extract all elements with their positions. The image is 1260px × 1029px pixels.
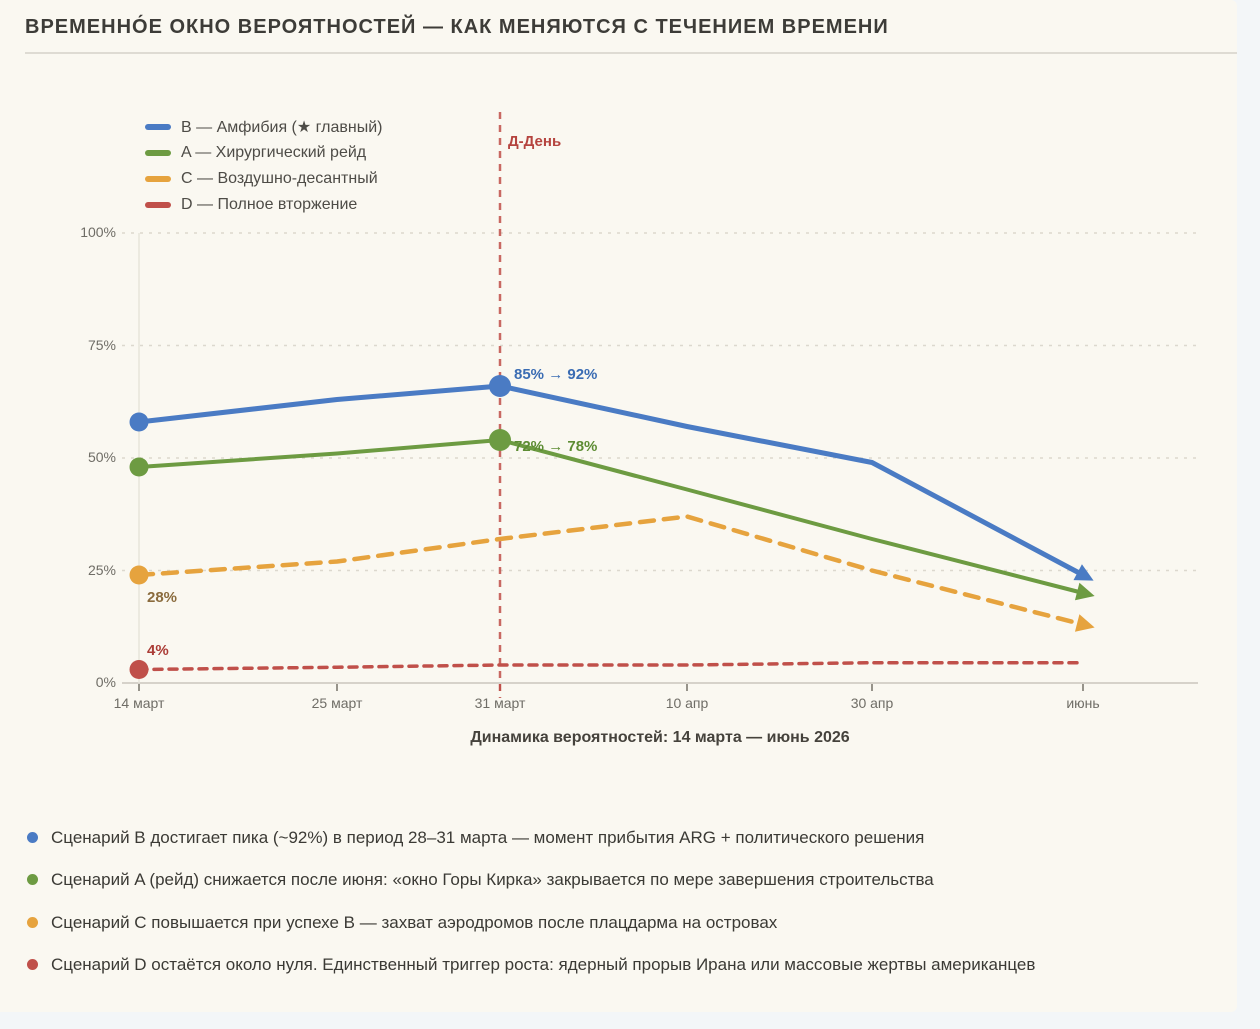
insight-text: Сценарий A (рейд) снижается после июня: … (51, 870, 934, 890)
legend-swatch-icon (145, 150, 171, 156)
bullet-dot-icon (27, 958, 38, 970)
x-tick-label: 10 апр (665, 695, 709, 711)
dday-label: Д-День (508, 133, 562, 150)
legend-label: C — Воздушно-десантный (181, 170, 378, 187)
insight-item-4: Сценарий D остаётся около нуля. Единстве… (27, 954, 1227, 975)
report-canvas: ВРЕМЕННО́Е ОКНО ВЕРОЯТНОСТЕЙ — КАК МЕНЯЮ… (25, 16, 1237, 996)
x-tick-label: 14 март (113, 695, 165, 711)
legend-item-A: A — Хирургический рейд (145, 140, 382, 166)
legend-swatch-icon (145, 176, 171, 182)
title-divider (25, 52, 1237, 54)
y-tick-label: 25% (87, 561, 116, 578)
x-tick-label: 25 март (311, 695, 363, 711)
legend-label: B — Амфибия (★ главный) (181, 119, 383, 136)
y-tick-label: 50% (87, 449, 116, 465)
legend-swatch-icon (145, 124, 171, 130)
legend-swatch-icon (145, 202, 171, 208)
insight-text: Сценарий D остаётся около нуля. Единстве… (51, 954, 1036, 974)
chart-legend: B — Амфибия (★ главный) A — Хирургический… (145, 114, 382, 218)
annotation-scenario-c-start: 28% (147, 589, 178, 606)
bullet-dot-icon (27, 874, 38, 886)
x-tick-label: 30 апр (850, 695, 894, 711)
bullet-dot-icon (27, 832, 38, 843)
x-tick-label: 31 март (474, 695, 526, 711)
insight-text: Сценарий B достигает пика (~92%) в перио… (51, 828, 925, 847)
annotation-scenario-b-peak: 85% → 92% (514, 366, 598, 383)
legend-item-D: D — Полное вторжение (145, 192, 382, 218)
bullet-dot-icon (27, 916, 38, 928)
insight-item-2: Сценарий A (рейд) снижается после июня: … (27, 869, 1227, 890)
x-tick-label: июнь (1066, 695, 1100, 711)
legend-item-B: B — Амфибия (★ главный) (145, 114, 382, 140)
insights-list: Сценарий B достигает пика (~92%) в перио… (27, 827, 1227, 996)
x-axis-caption: Динамика вероятностей: 14 марта — июнь 2… (470, 729, 850, 746)
legend-label: A — Хирургический рейд (181, 144, 367, 161)
y-tick-label: 75% (87, 336, 116, 353)
y-tick-label: 100% (80, 224, 116, 240)
annotation-scenario-a-peak: 72% → 78% (514, 438, 598, 455)
insight-item-1: Сценарий B достигает пика (~92%) в перио… (27, 827, 1227, 848)
legend-item-C: C — Воздушно-десантный (145, 166, 382, 192)
legend-label: D — Полное вторжение (181, 196, 358, 213)
insight-item-3: Сценарий C повышается при успехе B — зах… (27, 912, 1227, 933)
insight-text: Сценарий C повышается при успехе B — зах… (51, 912, 778, 932)
y-tick-label: 0% (95, 674, 116, 690)
annotation-scenario-d-start: 4% (147, 642, 169, 659)
probability-line-chart (122, 112, 1198, 698)
page-title: ВРЕМЕННО́Е ОКНО ВЕРОЯТНОСТЕЙ — КАК МЕНЯЮ… (25, 16, 889, 38)
